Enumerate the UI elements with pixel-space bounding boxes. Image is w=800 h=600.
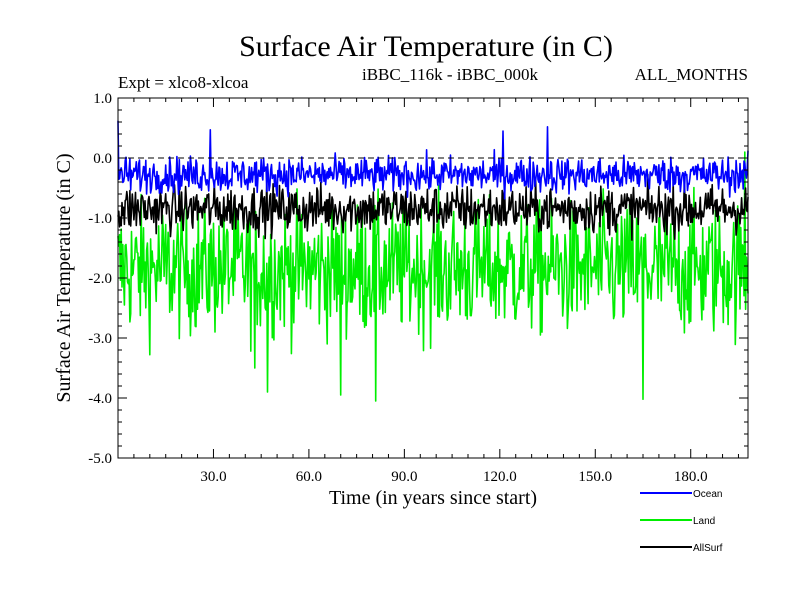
months-label: ALL_MONTHS xyxy=(635,65,748,84)
plot-area: 30.0 60.0 90.0 120.0 150.0 180.0 1.0 0.0 -1.0 -2… xyxy=(88,91,749,485)
comparison-label: iBBC_116k - iBBC_000k xyxy=(362,65,539,84)
chart-title: Surface Air Temperature (in C) xyxy=(239,30,613,63)
y-tick-label: -2.0 xyxy=(88,271,112,287)
series-line-ocean xyxy=(117,120,749,200)
y-axis-label: Surface Air Temperature (in C) xyxy=(53,153,75,402)
series-line-allsurf xyxy=(117,173,749,241)
x-tick-label: 150.0 xyxy=(578,469,612,485)
legend: Ocean Land AllSurf xyxy=(640,489,723,554)
legend-label-ocean: Ocean xyxy=(693,489,722,500)
series-line-land xyxy=(117,151,749,402)
series-group xyxy=(117,120,749,402)
x-axis-label: Time (in years since start) xyxy=(329,487,537,509)
y-tick-label: 0.0 xyxy=(93,151,112,167)
x-axis: 30.0 60.0 90.0 120.0 150.0 180.0 xyxy=(133,98,739,485)
y-tick-label: -1.0 xyxy=(88,211,112,227)
y-tick-label: -4.0 xyxy=(88,391,112,407)
x-tick-label: 30.0 xyxy=(200,469,226,485)
x-tick-label: 90.0 xyxy=(391,469,417,485)
x-tick-label: 180.0 xyxy=(674,469,708,485)
legend-label-allsurf: AllSurf xyxy=(693,543,723,554)
y-tick-label: -5.0 xyxy=(88,451,112,467)
y-axis: 1.0 0.0 -1.0 -2.0 -3.0 -4.0 -5.0 xyxy=(88,91,748,467)
x-tick-label: 60.0 xyxy=(296,469,322,485)
experiment-label: Expt = xlco8-xlcoa xyxy=(118,73,249,92)
y-tick-label: -3.0 xyxy=(88,331,112,347)
y-tick-label: 1.0 xyxy=(93,91,112,107)
legend-label-land: Land xyxy=(693,516,715,527)
x-tick-label: 120.0 xyxy=(483,469,517,485)
